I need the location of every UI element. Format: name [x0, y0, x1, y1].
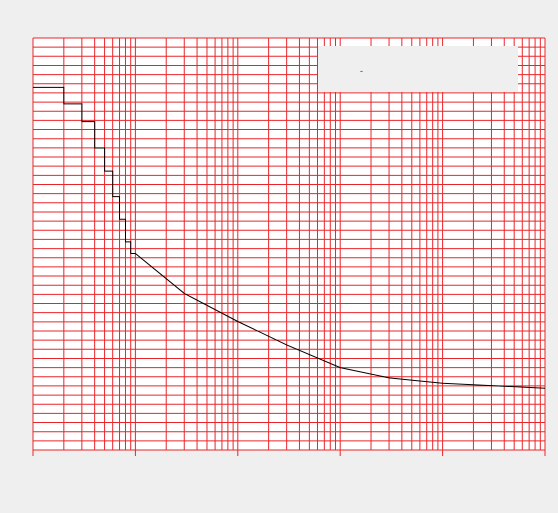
horizontal-grid-lines	[33, 37, 545, 451]
series-line	[33, 86, 546, 389]
legend: -	[318, 46, 518, 92]
x-axis-ticks	[32, 450, 546, 456]
plot-area	[33, 38, 545, 450]
legend-box	[318, 46, 518, 92]
legend-entry-text: -	[360, 66, 363, 76]
